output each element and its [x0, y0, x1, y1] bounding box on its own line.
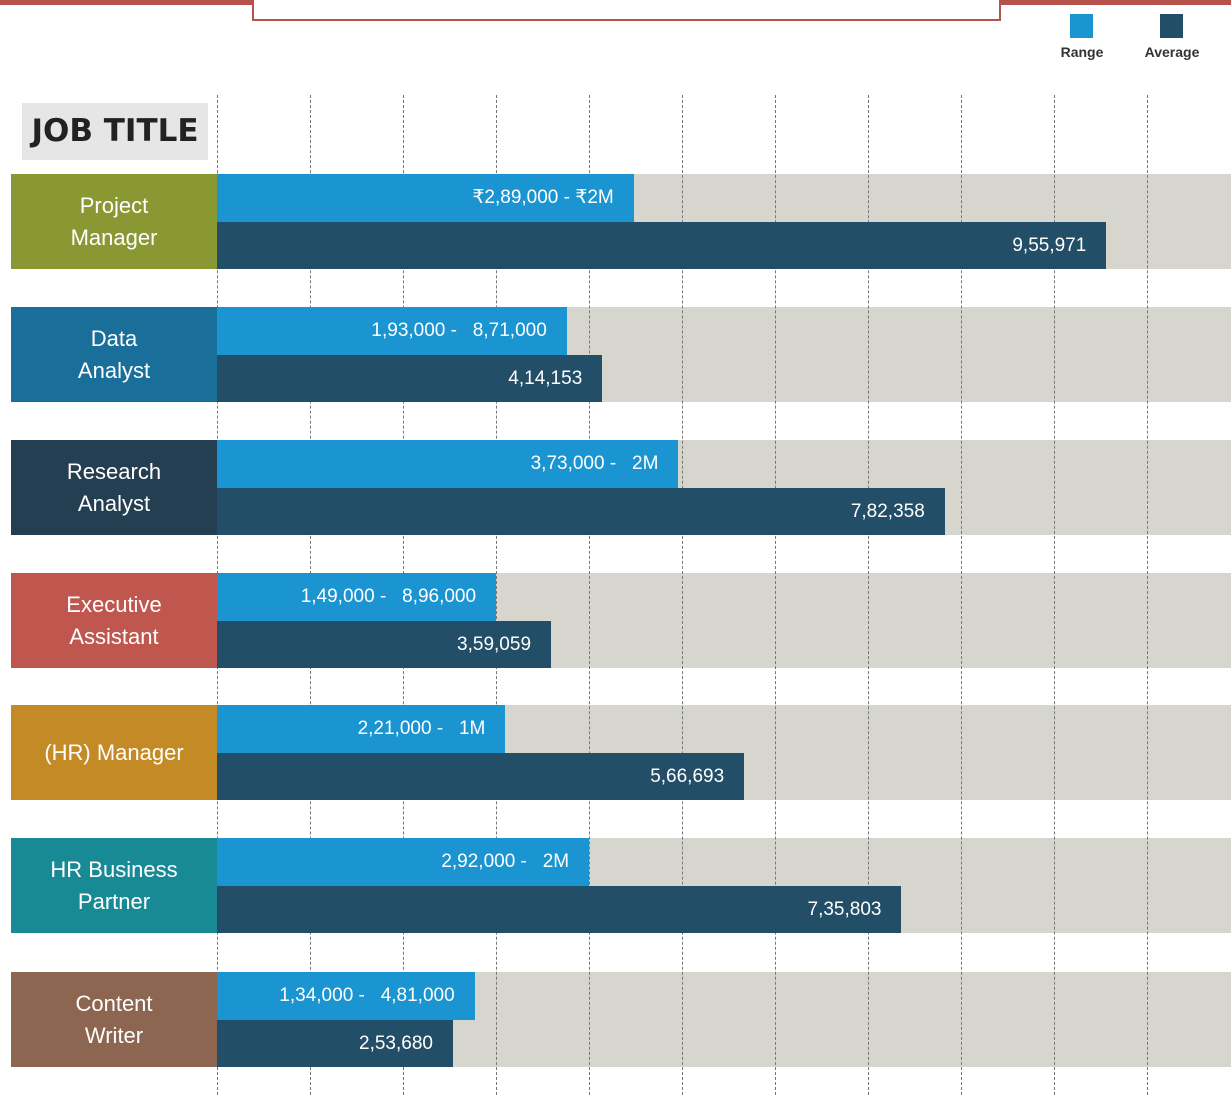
legend-label: Average [1144, 44, 1200, 60]
value-label: 7,35,803 [807, 899, 882, 920]
category-label: HR Business Partner [11, 838, 217, 933]
bar [217, 307, 567, 355]
bar [217, 838, 590, 886]
value-label: 3,73,000 - 2M [530, 453, 659, 474]
bar [217, 621, 552, 668]
value-label: 4,14,153 [508, 368, 583, 389]
category-label: Executive Assistant [11, 573, 217, 668]
top-bar [0, 0, 252, 5]
value-label: ₹2,89,000 - ₹2M [472, 187, 614, 208]
bar [217, 440, 679, 488]
value-label: 5,66,693 [650, 766, 725, 787]
grid-line [868, 95, 869, 1095]
category-label: Content Writer [11, 972, 217, 1067]
bar [217, 753, 745, 800]
value-label: 2,53,680 [359, 1033, 433, 1054]
bar [217, 705, 506, 753]
grid-line [589, 95, 590, 1095]
top-bar [1000, 0, 1231, 5]
category-label: Research Analyst [11, 440, 217, 535]
bar [217, 222, 1107, 269]
value-label: 1,49,000 - 8,96,000 [300, 586, 477, 607]
bar [217, 488, 945, 535]
legend-swatch [1160, 14, 1183, 38]
bar [217, 355, 603, 402]
header-box [252, 0, 1001, 21]
bar [217, 174, 634, 222]
grid-line [682, 95, 683, 1095]
grid-line [496, 95, 497, 1095]
bar [217, 1020, 453, 1067]
value-label: 1,34,000 - 4,81,000 [279, 985, 455, 1006]
grid-line [1147, 95, 1148, 1095]
bar [217, 573, 497, 621]
value-label: 3,59,059 [457, 634, 532, 655]
grid-line [1054, 95, 1055, 1095]
category-label: Project Manager [11, 174, 217, 269]
value-label: 7,82,358 [850, 501, 925, 522]
legend-label: Range [1060, 44, 1104, 60]
category-label: Data Analyst [11, 307, 217, 402]
grid-line [961, 95, 962, 1095]
value-label: 2,21,000 - 1M [357, 718, 486, 739]
chart-title: JOB TITLE [22, 103, 208, 160]
legend-swatch [1070, 14, 1093, 38]
bar [217, 972, 475, 1020]
grid-line [775, 95, 776, 1095]
category-label: (HR) Manager [11, 705, 217, 800]
value-label: 2,92,000 - 2M [441, 851, 570, 872]
bar [217, 886, 902, 933]
value-label: 9,55,971 [1012, 235, 1087, 256]
value-label: 1,93,000 - 8,71,000 [371, 320, 547, 341]
